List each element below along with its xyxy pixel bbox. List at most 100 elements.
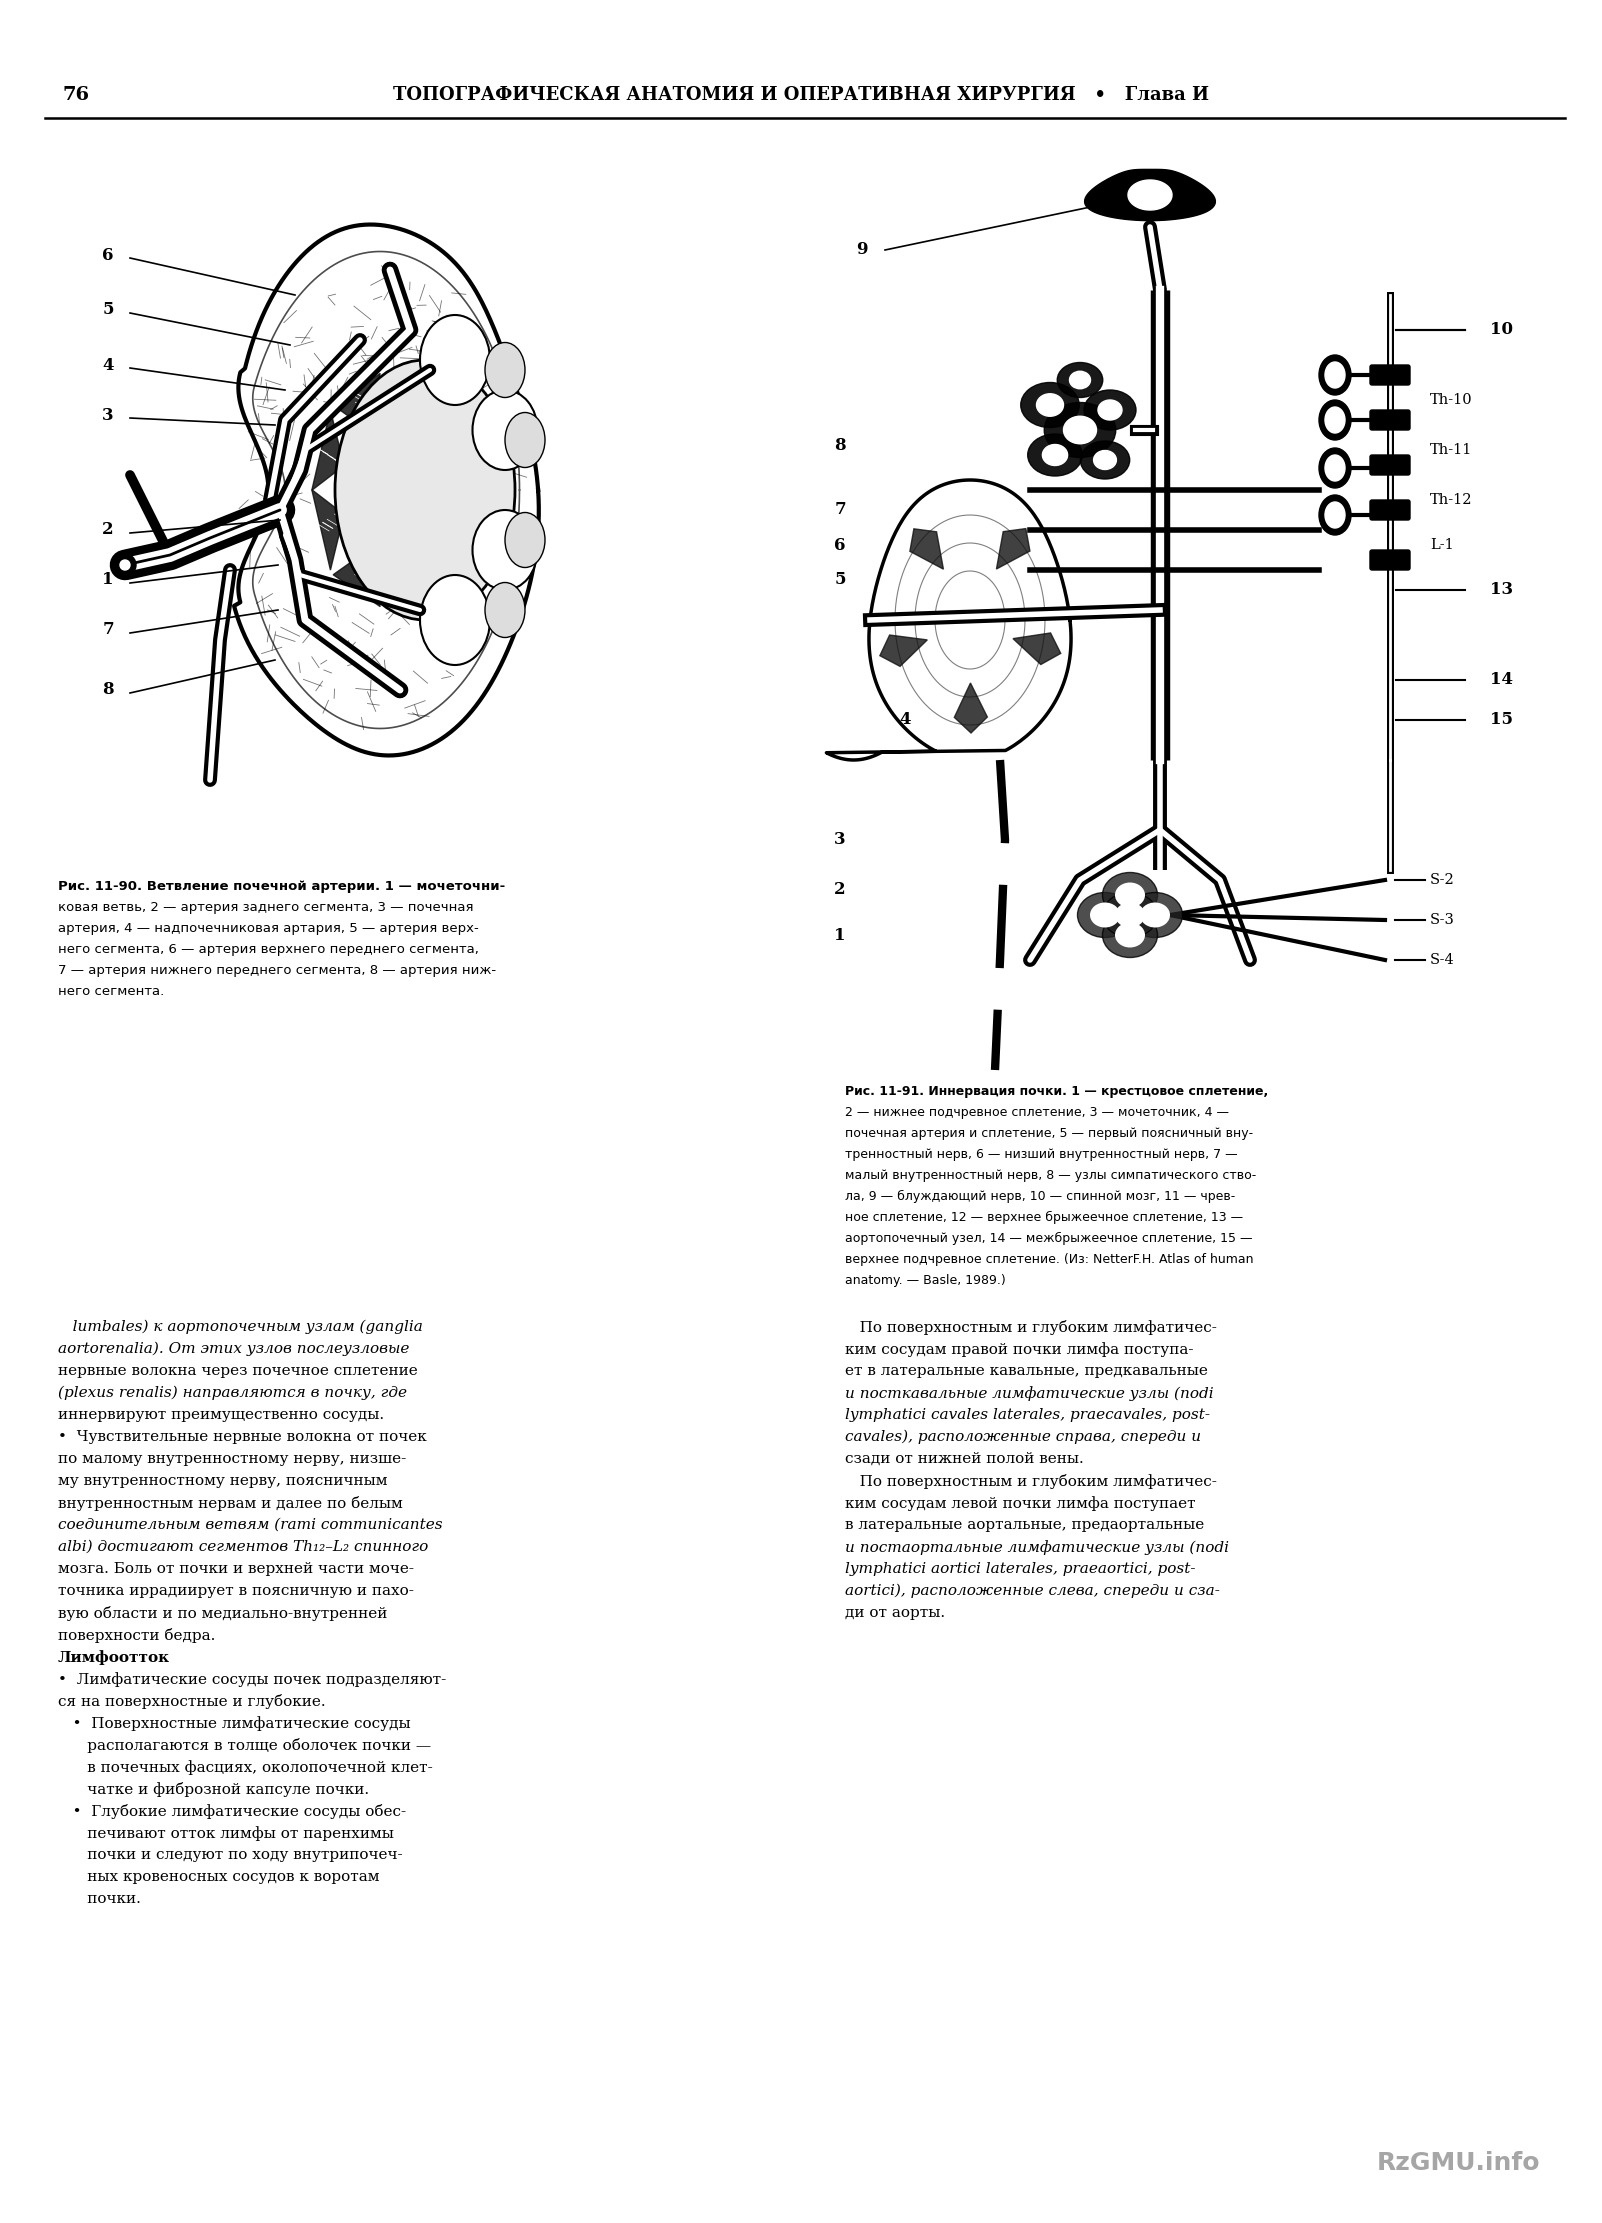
Text: вую области и по медиально-внутренней: вую области и по медиально-внутренней xyxy=(58,1605,388,1621)
Ellipse shape xyxy=(1318,356,1350,396)
Text: по малому внутренностному нерву, низше-: по малому внутренностному нерву, низше- xyxy=(58,1452,407,1465)
FancyBboxPatch shape xyxy=(1370,409,1410,429)
Text: него сегмента.: него сегмента. xyxy=(58,985,165,998)
Text: и постаортальные лимфатические узлы (nodi: и постаортальные лимфатические узлы (nod… xyxy=(844,1541,1229,1554)
Text: 76: 76 xyxy=(62,87,90,104)
Text: albi) достигают сегментов Th₁₂–L₂ спинного: albi) достигают сегментов Th₁₂–L₂ спинно… xyxy=(58,1541,428,1554)
Text: ким сосудам правой почки лимфа поступа-: ким сосудам правой почки лимфа поступа- xyxy=(844,1343,1193,1356)
Text: ет в латеральные кавальные, предкавальные: ет в латеральные кавальные, предкавальны… xyxy=(844,1365,1208,1378)
Text: 1: 1 xyxy=(835,927,846,943)
Text: cavales), расположенные справа, спереди и: cavales), расположенные справа, спереди … xyxy=(844,1429,1202,1445)
Text: в латеральные аортальные, предаортальные: в латеральные аортальные, предаортальные xyxy=(844,1518,1205,1532)
Polygon shape xyxy=(386,373,431,431)
Ellipse shape xyxy=(335,360,514,620)
Text: ных кровеносных сосудов к воротам: ных кровеносных сосудов к воротам xyxy=(58,1870,380,1885)
Ellipse shape xyxy=(1057,362,1102,398)
Text: RzGMU.info: RzGMU.info xyxy=(1376,2152,1540,2174)
Text: Th-10: Th-10 xyxy=(1431,393,1472,407)
Ellipse shape xyxy=(1318,449,1350,489)
Ellipse shape xyxy=(1064,416,1096,445)
Text: 2: 2 xyxy=(103,522,114,538)
Polygon shape xyxy=(827,480,1072,760)
Ellipse shape xyxy=(1085,389,1136,429)
Text: верхнее подчревное сплетение. (Из: NetterF.H. Atlas of human: верхнее подчревное сплетение. (Из: Nette… xyxy=(844,1254,1253,1267)
Text: 5: 5 xyxy=(103,302,114,318)
Text: 2: 2 xyxy=(835,883,846,898)
Text: ди от аорты.: ди от аорты. xyxy=(844,1605,945,1621)
Text: поверхности бедра.: поверхности бедра. xyxy=(58,1627,215,1643)
Text: lymphatici aortici laterales, praeaortici, post-: lymphatici aortici laterales, praeaortic… xyxy=(844,1563,1195,1576)
Text: •  Поверхностные лимфатические сосуды: • Поверхностные лимфатические сосуды xyxy=(58,1716,410,1732)
Text: 7: 7 xyxy=(103,622,114,638)
Ellipse shape xyxy=(1325,362,1346,389)
Ellipse shape xyxy=(1097,400,1121,420)
Ellipse shape xyxy=(1115,903,1145,927)
Text: 4: 4 xyxy=(899,711,912,729)
Text: него сегмента, 6 — артерия верхнего переднего сегмента,: него сегмента, 6 — артерия верхнего пере… xyxy=(58,943,479,956)
Text: •  Глубокие лимфатические сосуды обес-: • Глубокие лимфатические сосуды обес- xyxy=(58,1805,407,1818)
Text: Рис. 11-90. Ветвление почечной артерии. 1 — мочеточни-: Рис. 11-90. Ветвление почечной артерии. … xyxy=(58,880,505,894)
Text: S-3: S-3 xyxy=(1431,914,1455,927)
Text: почки и следуют по ходу внутрипочеч-: почки и следуют по ходу внутрипочеч- xyxy=(58,1847,402,1863)
Ellipse shape xyxy=(1102,871,1158,918)
Text: 15: 15 xyxy=(1490,711,1512,729)
Text: 6: 6 xyxy=(835,536,846,554)
Text: располагаются в толще оболочек почки —: располагаются в толще оболочек почки — xyxy=(58,1738,431,1754)
Text: малый внутренностный нерв, 8 — узлы симпатического ство-: малый внутренностный нерв, 8 — узлы симп… xyxy=(844,1169,1256,1183)
Circle shape xyxy=(114,554,136,576)
Ellipse shape xyxy=(1325,456,1346,480)
Text: По поверхностным и глубоким лимфатичес-: По поверхностным и глубоким лимфатичес- xyxy=(844,1474,1218,1489)
Polygon shape xyxy=(312,409,344,491)
Text: anatomy. — Basle, 1989.): anatomy. — Basle, 1989.) xyxy=(844,1274,1006,1287)
Ellipse shape xyxy=(1318,400,1350,440)
Text: 9: 9 xyxy=(855,242,868,258)
Text: и посткавальные лимфатические узлы (nodi: и посткавальные лимфатические узлы (nodi xyxy=(844,1385,1214,1400)
Text: Th-11: Th-11 xyxy=(1431,442,1472,458)
Polygon shape xyxy=(955,682,987,734)
Text: тренностный нерв, 6 — низший внутренностный нерв, 7 —: тренностный нерв, 6 — низший внутренност… xyxy=(844,1147,1238,1160)
Text: S-4: S-4 xyxy=(1431,954,1455,967)
Text: 13: 13 xyxy=(1490,582,1514,598)
Text: соединительным ветвям (rami communicantes: соединительным ветвям (rami communicante… xyxy=(58,1518,442,1532)
Text: lumbales) к аортопочечным узлам (ganglia: lumbales) к аортопочечным узлам (ganglia xyxy=(58,1320,423,1334)
Ellipse shape xyxy=(1094,451,1117,469)
Polygon shape xyxy=(879,636,928,667)
Text: Лимфоотток: Лимфоотток xyxy=(58,1649,170,1665)
Text: 8: 8 xyxy=(103,682,114,698)
Text: Рис. 11-91. Иннервация почки. 1 — крестцовое сплетение,: Рис. 11-91. Иннервация почки. 1 — крестц… xyxy=(844,1085,1269,1098)
Text: S-2: S-2 xyxy=(1431,874,1455,887)
Ellipse shape xyxy=(420,576,490,665)
Ellipse shape xyxy=(1080,440,1129,478)
Polygon shape xyxy=(333,373,380,429)
Ellipse shape xyxy=(1141,903,1169,927)
Text: Th-12: Th-12 xyxy=(1431,494,1472,507)
Text: 3: 3 xyxy=(103,407,114,425)
Ellipse shape xyxy=(1070,371,1091,389)
Ellipse shape xyxy=(420,316,490,405)
Text: му внутренностному нерву, поясничным: му внутренностному нерву, поясничным xyxy=(58,1474,388,1487)
Ellipse shape xyxy=(1028,433,1083,476)
Text: 5: 5 xyxy=(835,571,846,589)
Ellipse shape xyxy=(1325,407,1346,433)
Text: 8: 8 xyxy=(835,436,846,453)
Text: в почечных фасциях, околопочечной клет-: в почечных фасциях, околопочечной клет- xyxy=(58,1761,433,1774)
Text: точника иррадиирует в поясничную и пахо-: точника иррадиирует в поясничную и пахо- xyxy=(58,1585,413,1598)
Text: мозга. Боль от почки и верхней части моче-: мозга. Боль от почки и верхней части моч… xyxy=(58,1563,413,1576)
FancyBboxPatch shape xyxy=(1370,549,1410,569)
Text: 10: 10 xyxy=(1490,322,1512,338)
Ellipse shape xyxy=(1045,402,1115,458)
Polygon shape xyxy=(312,489,344,569)
Ellipse shape xyxy=(505,413,545,467)
Text: 6: 6 xyxy=(103,247,114,265)
Ellipse shape xyxy=(1318,496,1350,536)
Ellipse shape xyxy=(1325,502,1346,529)
Text: ся на поверхностные и глубокие.: ся на поверхностные и глубокие. xyxy=(58,1694,325,1709)
FancyBboxPatch shape xyxy=(1370,365,1410,385)
Text: чатке и фиброзной капсуле почки.: чатке и фиброзной капсуле почки. xyxy=(58,1783,368,1796)
Text: lymphatici cavales laterales, praecavales, post-: lymphatici cavales laterales, praecavale… xyxy=(844,1407,1210,1423)
Text: иннервируют преимущественно сосуды.: иннервируют преимущественно сосуды. xyxy=(58,1407,384,1423)
Ellipse shape xyxy=(1115,883,1145,907)
Text: 7: 7 xyxy=(835,502,846,518)
Polygon shape xyxy=(910,529,944,569)
Text: 14: 14 xyxy=(1490,671,1512,689)
